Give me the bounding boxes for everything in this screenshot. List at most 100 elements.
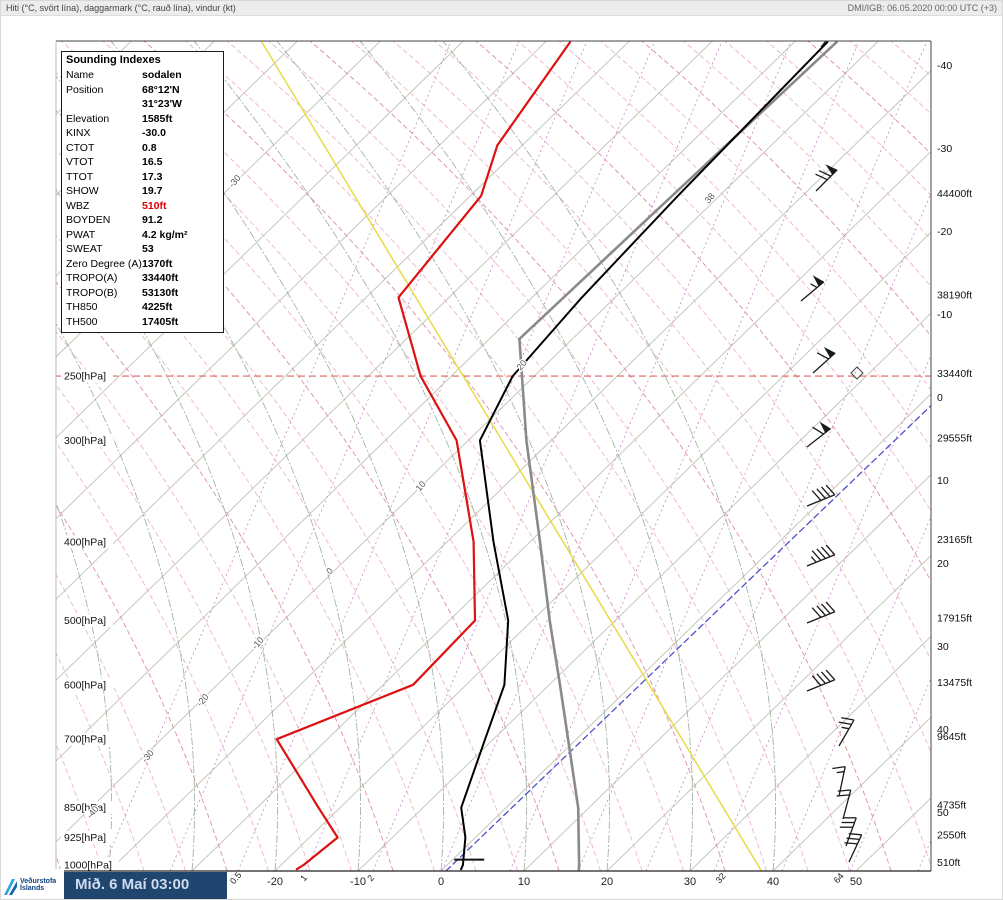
pressure-label: 250[hPa] (64, 371, 106, 383)
pressure-label: 850[hPa] (64, 802, 106, 814)
vedurstofa-logo-glyph (4, 879, 17, 895)
index-label: Name (66, 69, 95, 81)
indexes-rows: Name sodalen Position 68°12'N 31°23'W Elevat… (62, 68, 223, 329)
index-row: TROPO(B) 53130ft (62, 286, 223, 301)
isotherm-line (606, 554, 931, 871)
wind-barb (839, 817, 857, 847)
moist-adiabat-line (110, 41, 444, 871)
logo-text-line1: Veðurstofa (20, 877, 57, 885)
right-temp-label: -10 (937, 309, 952, 321)
wind-barb (836, 789, 852, 820)
top-bar: Hiti (°C, svört lína), daggarmark (°C, r… (1, 1, 1002, 16)
wind-barb (806, 601, 836, 624)
dry-adiabat-line (56, 504, 228, 871)
index-value: 16.5 (142, 156, 163, 168)
height-label: 2550ft (937, 830, 966, 842)
temperature-curve (460, 41, 829, 871)
index-value: -30.0 (142, 127, 166, 139)
bottom-temp-label: 10 (518, 876, 530, 888)
index-value: 4225ft (142, 301, 173, 313)
wind-barb (844, 833, 863, 863)
index-row: TH850 4225ft (62, 300, 223, 315)
right-temp-label: 20 (937, 558, 949, 570)
index-row: KINX -30.0 (62, 126, 223, 141)
pressure-label: 300[hPa] (64, 435, 106, 447)
wind-barb (838, 717, 855, 747)
index-value: sodalen (142, 69, 182, 81)
dry-adiabat-line (56, 109, 560, 871)
mixing-ratio-line (237, 41, 588, 871)
dry-adiabat-line (102, 41, 684, 871)
isotherm-line (689, 635, 931, 871)
dry-adiabat-line (56, 235, 435, 871)
mixing-ratio-line (372, 41, 723, 871)
moist-adiabat-line (56, 75, 361, 871)
height-label: 17915ft (937, 613, 972, 625)
index-row: WBZ 510ft (62, 199, 223, 214)
isotherm-line (191, 150, 931, 871)
dry-adiabat-line (392, 41, 931, 755)
bottom-temp-label: -10 (350, 876, 366, 888)
height-label: 510ft (937, 857, 960, 869)
index-label: PWAT (66, 228, 96, 241)
moist-adiabat-line (56, 188, 278, 871)
isotherm-line (56, 41, 381, 358)
height-label: 29555ft (937, 432, 972, 444)
isotherm-line (523, 474, 931, 871)
legend-text: Hiti (°C, svört lína), daggarmark (°C, r… (6, 3, 236, 13)
dry-adiabat-line (56, 149, 518, 871)
logo-text-line2: Íslands (20, 885, 45, 892)
index-value: 0.8 (142, 141, 157, 154)
pressure-label: 500[hPa] (64, 615, 106, 627)
pressure-label: 925[hPa] (64, 832, 106, 844)
right-temp-label: 10 (937, 475, 949, 487)
isotherm-line (939, 41, 1003, 871)
index-label: KINX (66, 127, 91, 139)
mixing-ratio-line (169, 41, 520, 871)
height-label: 38190ft (937, 289, 972, 301)
mixing-ratio-line (781, 515, 931, 871)
height-label: 13475ft (937, 677, 972, 689)
dry-adiabat-line (56, 72, 601, 871)
dry-adiabat-line (475, 41, 931, 583)
bottom-temp-label: -20 (267, 876, 283, 888)
mixing-ratio-line (101, 41, 452, 871)
dry-adiabat-line (890, 41, 931, 77)
bottom-temp-label: 50 (850, 876, 862, 888)
mixing-ratio-line (441, 41, 792, 871)
index-row: TH500 17405ft (62, 315, 223, 330)
wind-barb (806, 484, 836, 507)
model-run-text: DMI/IGB: 06.05.2020 00:00 UTC (+3) (847, 3, 997, 13)
pressure-label: 1000[hPa] (64, 860, 112, 872)
index-value: 17405ft (142, 315, 179, 328)
index-value: 4.2 kg/m² (142, 228, 188, 241)
reference-gray-curve (518, 41, 838, 871)
moist-adiabat-line (442, 41, 776, 871)
index-value: 33440ft (142, 272, 179, 284)
dry-adiabat-line (683, 41, 931, 288)
wind-barb (806, 421, 832, 448)
moist-adiabat-line (56, 502, 112, 871)
dry-adiabat-line (849, 41, 931, 115)
right-temp-label: 40 (937, 724, 949, 736)
isotherm-line (855, 797, 931, 871)
right-temp-label: 50 (937, 807, 949, 819)
mixing-ratio-line (645, 192, 931, 871)
tropopause-marker (850, 366, 864, 380)
mixing-ratio-line (577, 41, 928, 871)
index-value: 19.7 (142, 185, 163, 197)
pressure-label: 400[hPa] (64, 536, 106, 548)
wind-barb (820, 41, 827, 48)
bottom-temp-label: 0 (438, 876, 444, 888)
mixing-ratio-label: 2 (365, 873, 376, 883)
index-row: Name sodalen (62, 68, 223, 83)
bottom-temp-label: 30 (684, 876, 696, 888)
index-row: VTOT 16.5 (62, 155, 223, 170)
adiabat-label: -30 (140, 748, 156, 764)
isotherm-line (440, 393, 931, 871)
height-label: 44400ft (937, 188, 972, 200)
dry-adiabat-line (56, 573, 186, 871)
dry-adiabat-line (56, 191, 477, 871)
vedurstofa-logo: Veðurstofa Íslands (1, 869, 64, 899)
